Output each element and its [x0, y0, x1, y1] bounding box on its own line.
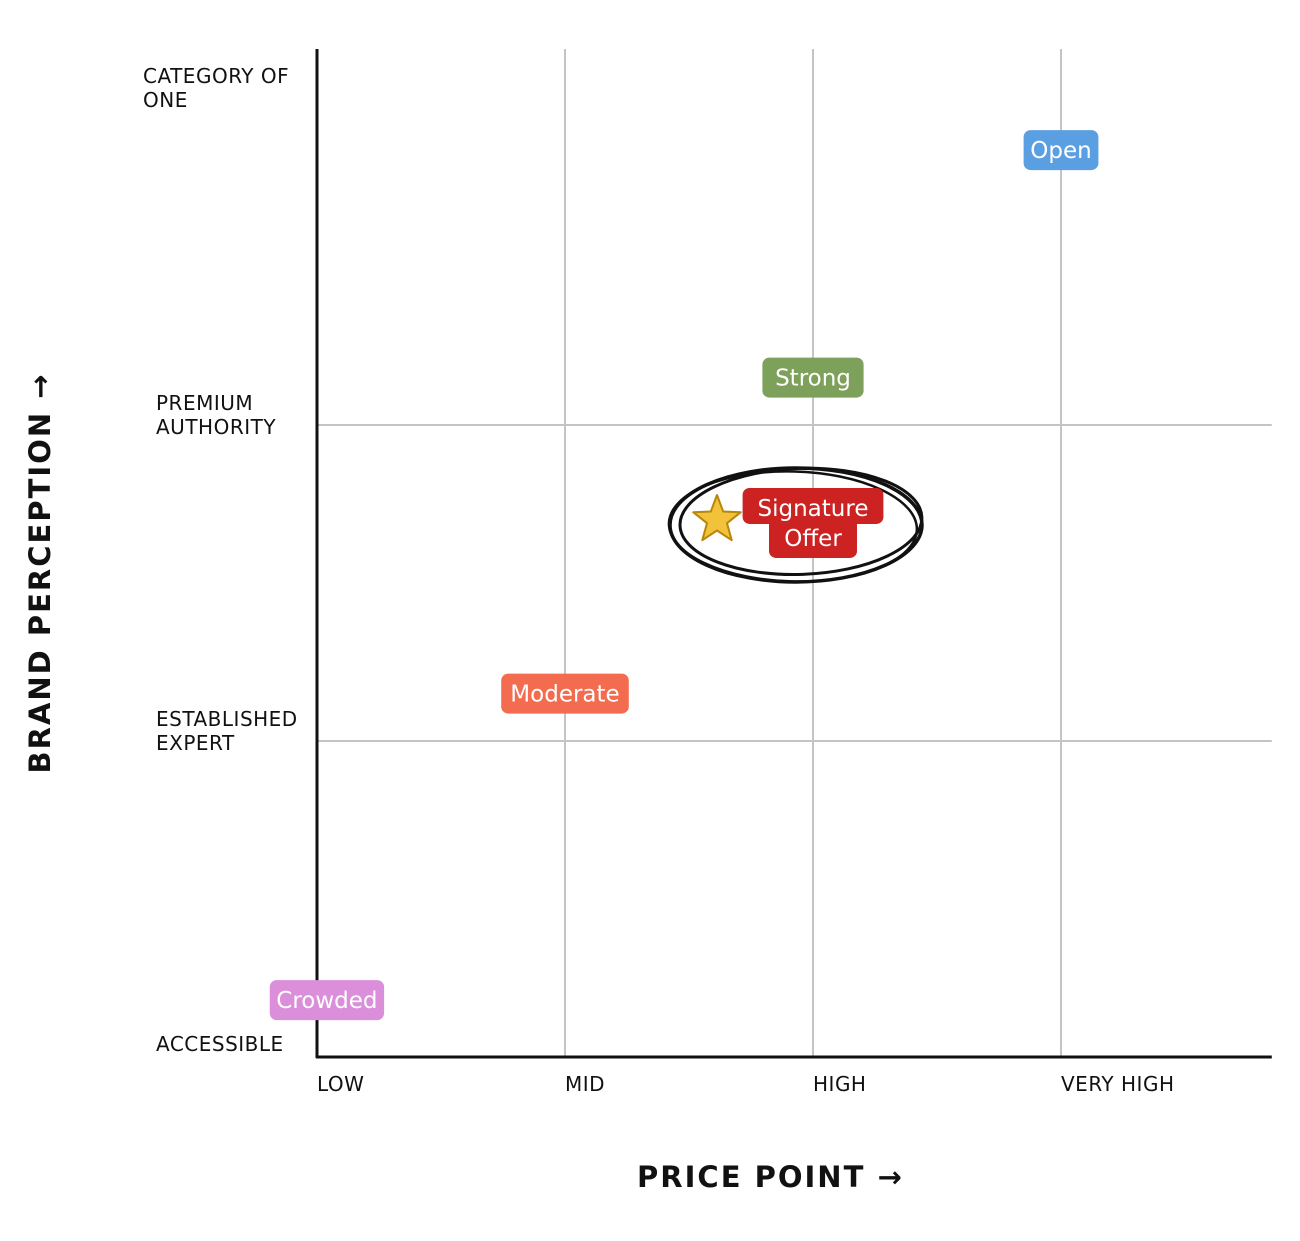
highlight-circle: [678, 466, 924, 577]
point-pill: [769, 517, 857, 558]
x-tick-label: HIGH: [813, 1072, 866, 1096]
point-pill: [501, 673, 629, 714]
point-label: Crowded: [276, 988, 377, 1014]
y-tick-label: ESTABLISHED EXPERT: [156, 707, 298, 755]
y-tick-label-line: ACCESSIBLE: [156, 1032, 284, 1056]
point-pill: [742, 487, 884, 524]
y-axis-title: BRAND PERCEPTION →: [23, 373, 57, 774]
point-label: Signature Offer: [758, 496, 869, 552]
point-label: Strong: [775, 366, 851, 392]
x-tick-label: VERY HIGH: [1061, 1072, 1174, 1096]
point-label-line: Crowded: [276, 988, 377, 1014]
point-label: Moderate: [510, 682, 619, 708]
y-tick-label-line: ONE: [143, 88, 188, 112]
y-tick-label: ACCESSIBLE: [156, 1032, 284, 1056]
y-tick-label-line: CATEGORY OF: [143, 64, 289, 88]
grid-layer: [317, 49, 1272, 1057]
y-tick-label-line: PREMIUM: [156, 391, 253, 415]
point-pill: [269, 980, 385, 1021]
x-tick-label: MID: [565, 1072, 605, 1096]
data-point: Signature Offer: [667, 466, 924, 584]
point-layer: Open Strong Signature Offer Moderate Crowded: [269, 130, 1099, 1021]
point-label: Open: [1030, 138, 1091, 164]
axis-layer: [315, 49, 1272, 1059]
star-icon: [692, 494, 742, 542]
x-axis-title: PRICE POINT →: [637, 1160, 904, 1194]
data-point: Strong: [762, 357, 864, 398]
x-tick-labels: LOW MID HIGH VERY HIGH: [317, 1072, 1174, 1096]
y-tick-label: CATEGORY OF ONE: [143, 64, 289, 112]
x-tick-label: LOW: [317, 1072, 364, 1096]
y-tick-label: PREMIUM AUTHORITY: [156, 391, 276, 439]
data-point: Moderate: [501, 673, 629, 714]
label-layer: LOW MID HIGH VERY HIGH ACCESSIBLE ESTABLISHED…: [23, 64, 1174, 1194]
point-label-line: Signature: [758, 496, 869, 522]
point-label-line: Open: [1030, 138, 1091, 164]
data-point: Crowded: [269, 980, 385, 1021]
point-pill: [762, 357, 864, 398]
highlight-circle: [667, 470, 919, 583]
y-tick-label-line: EXPERT: [156, 731, 235, 755]
point-label-line: Strong: [775, 366, 851, 392]
data-point: Open: [1023, 130, 1099, 171]
point-pill: [1023, 130, 1099, 171]
y-tick-label-line: AUTHORITY: [156, 415, 276, 439]
y-tick-labels: ACCESSIBLE ESTABLISHED EXPERT PREMIUM AUTHOR…: [143, 64, 298, 1056]
point-label-line: Offer: [784, 526, 842, 552]
point-label-line: Moderate: [510, 682, 619, 708]
y-tick-label-line: ESTABLISHED: [156, 707, 298, 731]
